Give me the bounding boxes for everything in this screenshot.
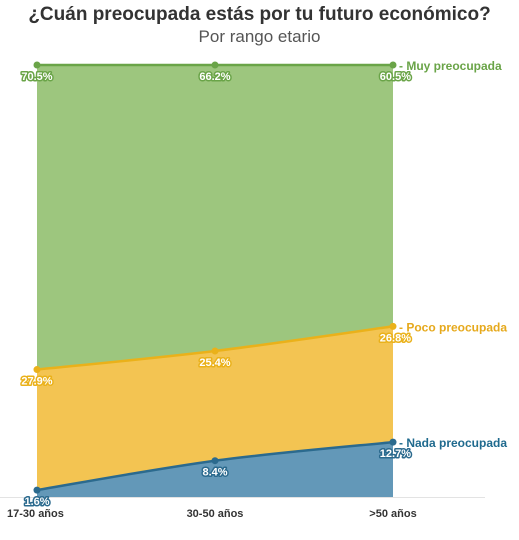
data-point-3-2: [211, 61, 219, 69]
series-label-1: - Nada preocupada: [399, 436, 507, 450]
data-point-1-1: [33, 486, 41, 494]
x-tick-label-2: 30-50 años: [187, 508, 244, 520]
series-label-2: - Poco preocupada: [399, 320, 507, 334]
data-label-3-2: 66.2%: [199, 71, 230, 83]
area-2: [37, 326, 393, 491]
data-point-2-2: [211, 347, 219, 355]
data-point-2-1: [33, 366, 41, 374]
x-tick-label-1: 17-30 años: [7, 508, 64, 520]
area-3: [37, 65, 393, 370]
x-tick-label-3: >50 años: [369, 508, 416, 520]
data-point-1-2: [211, 457, 219, 465]
data-label-3-1: 70.5%: [21, 71, 52, 83]
chart-title: ¿Cuán preocupada estás por tu futuro eco…: [28, 4, 491, 25]
data-label-1-3: 12.7%: [380, 448, 411, 460]
data-point-1-3: [389, 438, 397, 446]
chart-subtitle: Por rango etario: [198, 27, 321, 46]
data-label-1-2: 8.4%: [202, 467, 227, 479]
data-label-2-2: 25.4%: [199, 357, 230, 369]
data-label-1-1: 1.6%: [24, 496, 49, 508]
data-label-3-3: 60.5%: [380, 71, 411, 83]
area-1: [37, 442, 393, 497]
series-label-3: - Muy preocupada: [399, 59, 502, 73]
data-point-3-1: [33, 61, 41, 69]
data-label-2-1: 27.9%: [21, 376, 52, 388]
data-point-3-3: [389, 61, 397, 69]
data-label-2-3: 26.8%: [380, 332, 411, 344]
data-point-2-3: [389, 322, 397, 330]
